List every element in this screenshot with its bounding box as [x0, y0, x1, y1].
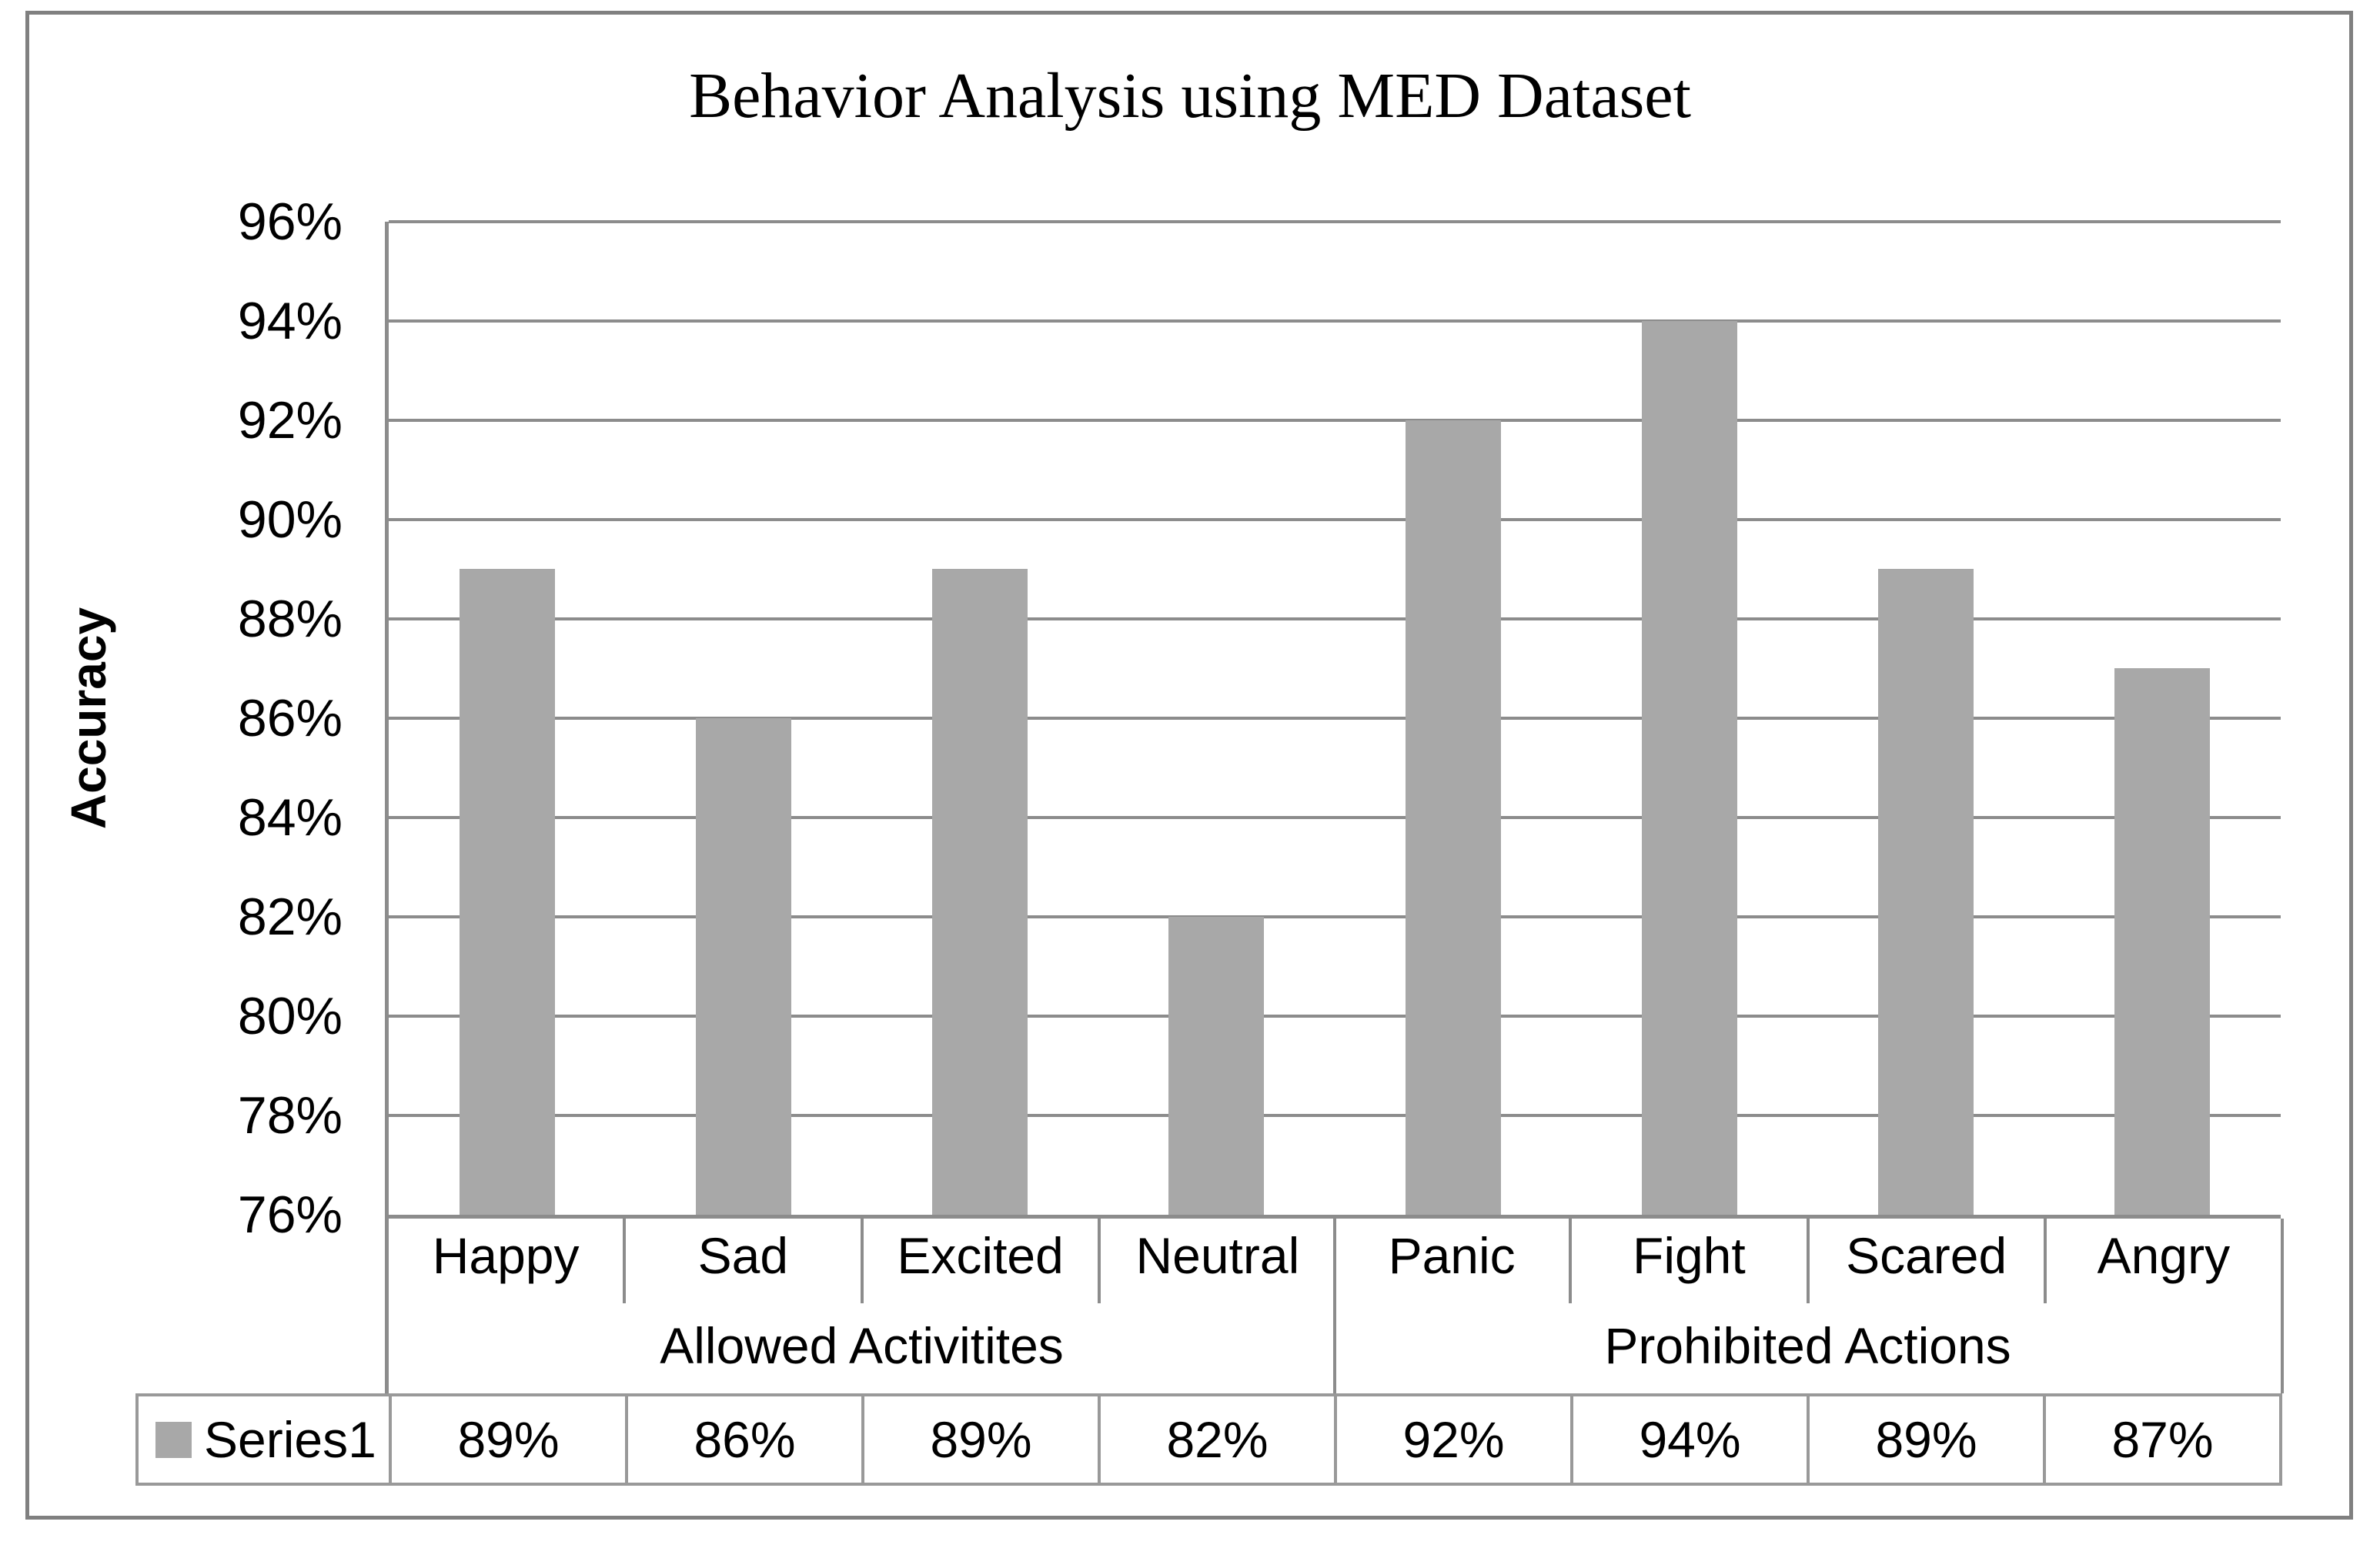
bar-scared [1878, 569, 1974, 1215]
gridline [389, 717, 2281, 720]
category-label-fight: Fight [1572, 1219, 1810, 1303]
plot-area [385, 220, 2281, 1219]
y-tick-label: 82% [237, 888, 343, 946]
value-cell-happy: 89% [392, 1396, 628, 1483]
category-label-scared: Scared [1810, 1219, 2047, 1303]
y-tick-label: 90% [237, 490, 343, 549]
y-tick-label: 92% [237, 391, 343, 450]
category-label-excited: Excited [864, 1219, 1101, 1303]
category-label-sad: Sad [626, 1219, 864, 1303]
category-label-happy: Happy [389, 1219, 627, 1303]
data-table-row: Series1 89% 86% 89% 82% 92% 94% 89% 87% [135, 1393, 2282, 1486]
category-label-panic: Panic [1335, 1219, 1573, 1303]
series1-legend-swatch [155, 1421, 192, 1458]
bar-excited [932, 569, 1028, 1215]
gridline [389, 1015, 2281, 1018]
category-label-angry: Angry [2097, 1227, 2231, 1284]
bar-panic [1405, 420, 1501, 1215]
value-cell-scared: 89% [1810, 1396, 2046, 1483]
group-divider-line [1333, 1219, 1336, 1393]
value-cell-sad: 86% [628, 1396, 864, 1483]
gridline [389, 915, 2281, 918]
y-tick-label: 88% [237, 590, 343, 648]
y-tick-label: 86% [237, 689, 343, 747]
category-name-row: Happy Sad Excited Neutral Panic Fight Scared An… [389, 1219, 2281, 1303]
y-tick-label: 84% [237, 788, 343, 847]
gridline [389, 319, 2281, 323]
y-tick-label: 94% [237, 292, 343, 350]
legend-cell: Series1 [139, 1396, 392, 1483]
y-tick-label: 76% [237, 1186, 343, 1244]
chart-title: Behavior Analysis using MED Dataset [689, 60, 1691, 132]
y-tick-label: 78% [237, 1086, 343, 1145]
group-label-prohibited-actions: Prohibited Actions [1604, 1317, 2011, 1374]
gridline [389, 617, 2281, 620]
category-label-neutral: Neutral [1135, 1227, 1300, 1284]
group-label-allowed-activitites: Allowed Activitites [660, 1317, 1064, 1374]
bar-fight [1641, 321, 1737, 1215]
value-cell-neutral: 82% [1101, 1396, 1337, 1483]
series1-legend-label: Series1 [204, 1411, 376, 1468]
x-axis-category-area: Happy Sad Excited Neutral Panic Fight Scared An… [385, 1219, 2284, 1393]
gridline [389, 816, 2281, 819]
bar-angry [2114, 668, 2211, 1215]
y-tick-label: 80% [237, 987, 343, 1045]
gridline [389, 220, 2281, 223]
gridline [389, 1114, 2281, 1117]
value-cell-panic: 92% [1337, 1396, 1573, 1483]
bar-sad [695, 718, 791, 1215]
value-cell-fight: 94% [1573, 1396, 1810, 1483]
gridline [389, 419, 2281, 422]
bar-happy [459, 569, 555, 1215]
category-group-row: Allowed Activitites Prohibited Actions [389, 1303, 2281, 1393]
gridline [389, 518, 2281, 521]
value-cell-angry: 87% [2111, 1411, 2214, 1468]
bar-neutral [1168, 917, 1265, 1215]
value-cell-excited: 89% [864, 1396, 1101, 1483]
y-tick-label: 96% [237, 192, 343, 251]
